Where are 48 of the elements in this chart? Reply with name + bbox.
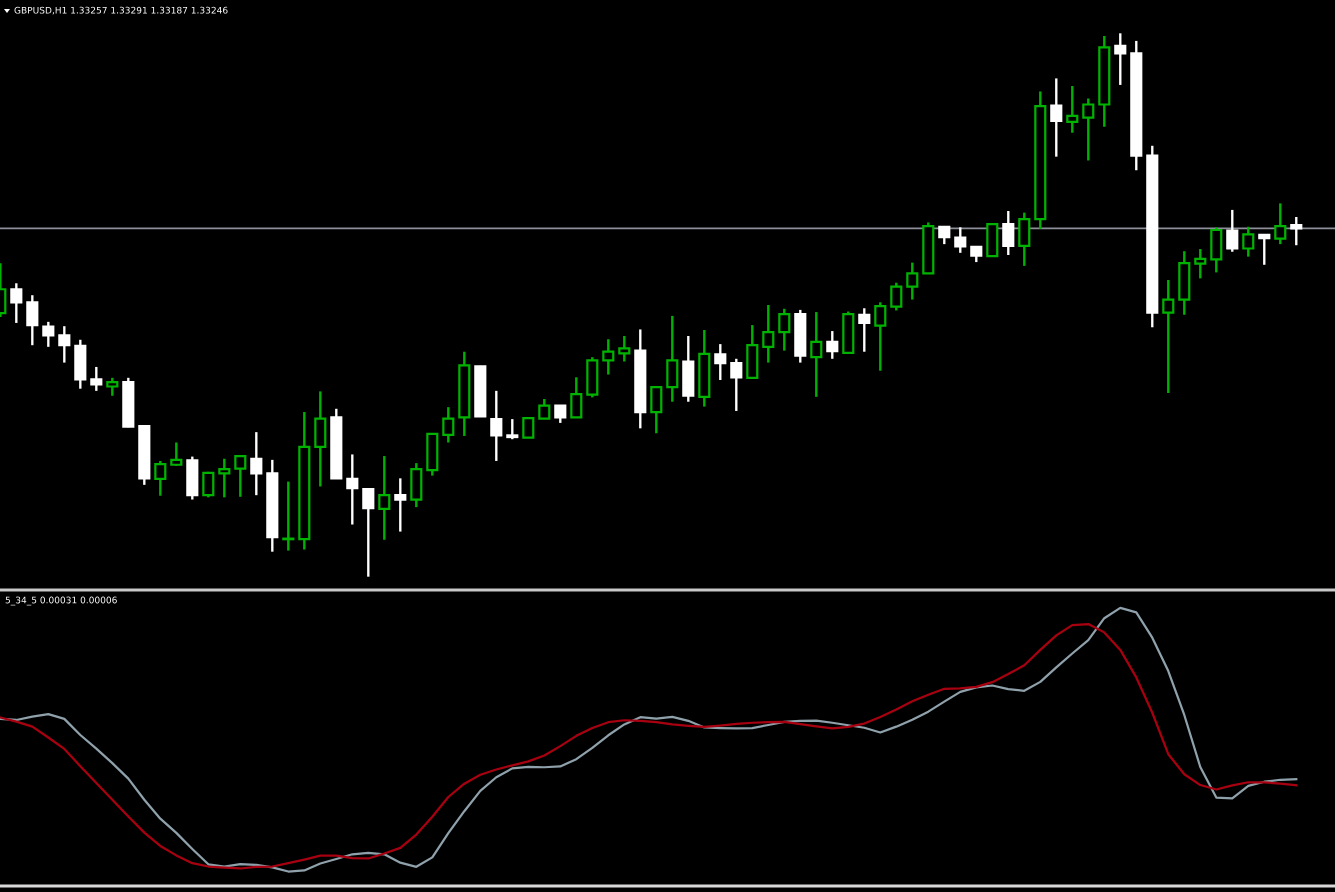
candlestick: [90, 365, 103, 393]
candlestick: [1114, 32, 1127, 87]
candlestick: [858, 307, 871, 353]
candlestick: [218, 457, 231, 499]
candlestick: [1050, 77, 1063, 158]
candlestick: [170, 441, 183, 468]
candlestick: [10, 282, 23, 325]
candlestick: [394, 477, 407, 533]
candlestick: [1242, 225, 1255, 258]
candlestick: [1226, 208, 1239, 253]
candlestick: [522, 416, 535, 439]
candlestick: [506, 417, 519, 441]
candlestick: [378, 454, 391, 541]
chart-title: 5_34_5 0.00031 0.00006: [5, 596, 117, 606]
candlestick: [154, 459, 167, 497]
candlestick: [1258, 233, 1271, 266]
candlestick: [26, 294, 39, 347]
candlestick: [874, 301, 887, 372]
candlestick: [346, 453, 359, 526]
candlestick: [714, 342, 727, 382]
candlestick: [58, 325, 71, 364]
candlestick: [778, 307, 791, 352]
candlestick: [602, 338, 615, 376]
candlestick: [442, 405, 455, 444]
candlestick: [906, 261, 919, 301]
candlestick: [1194, 247, 1207, 280]
candlestick: [890, 281, 903, 312]
candlestick: [490, 389, 503, 463]
candlestick: [42, 320, 55, 349]
candlestick: [202, 470, 215, 499]
candlestick: [538, 397, 551, 420]
candlestick: [1082, 97, 1095, 162]
candlestick: [762, 303, 775, 364]
candlestick: [730, 357, 743, 413]
candlestick: [1274, 202, 1287, 246]
chart-title: GBPUSD,H1 1.33257 1.33291 1.33187 1.33246: [14, 6, 228, 15]
candlestick: [570, 376, 583, 419]
candlestick: [954, 226, 967, 255]
candlestick: [1002, 209, 1015, 257]
candlestick: [1066, 84, 1079, 134]
candlestick: [618, 334, 631, 363]
candlestick: [250, 430, 263, 497]
candlestick: [234, 454, 247, 498]
candlestick: [1290, 215, 1303, 247]
candlestick: [826, 329, 839, 360]
candlestick: [1162, 278, 1175, 395]
candlestick: [810, 310, 823, 399]
candlestick: [362, 486, 375, 578]
